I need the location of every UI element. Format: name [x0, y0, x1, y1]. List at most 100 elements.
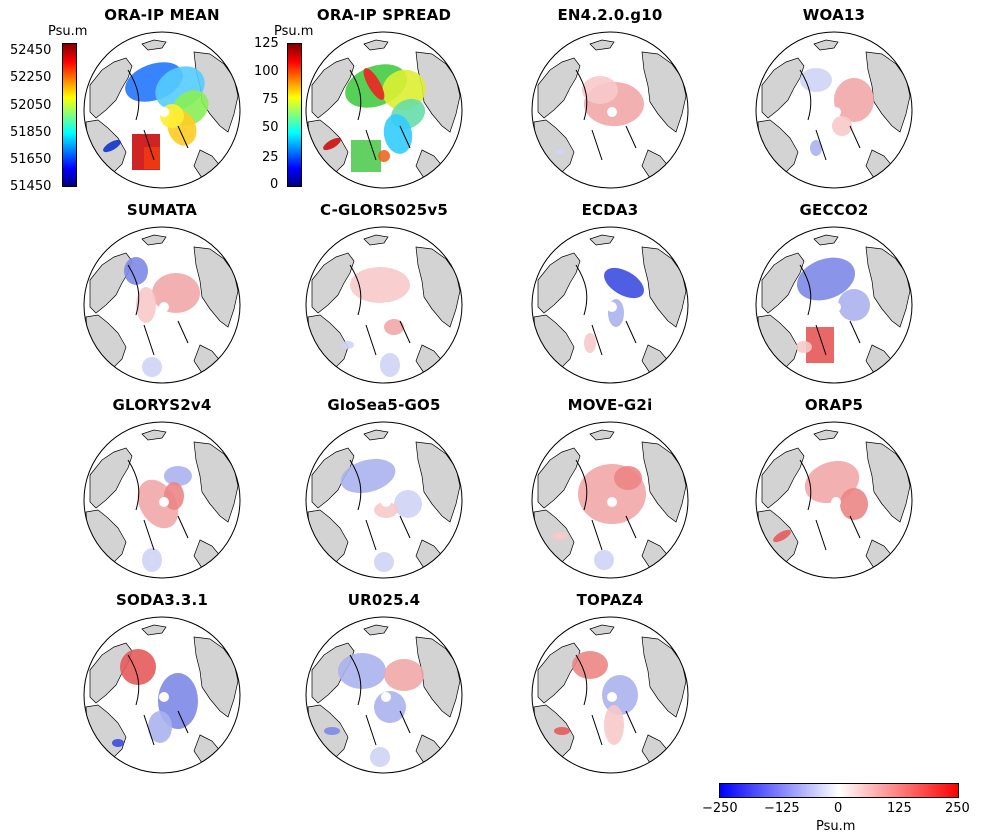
contour-line	[575, 654, 637, 746]
colorbar-mean-tick: 51850	[10, 125, 52, 140]
map-glosea5	[305, 421, 463, 579]
pole	[159, 302, 169, 312]
field-blob	[594, 550, 614, 570]
map-content	[84, 617, 240, 773]
colorbar-shared-tick: 125	[887, 801, 912, 816]
land	[589, 429, 615, 441]
colorbar-shared-tick: 250	[945, 801, 970, 816]
land	[761, 447, 805, 509]
field-blob	[773, 529, 791, 543]
land	[813, 429, 839, 441]
pole	[607, 497, 617, 507]
map-border	[83, 616, 241, 774]
contour-line	[349, 69, 411, 161]
panel-title: ECDA3	[581, 201, 639, 219]
map-border	[305, 421, 463, 579]
panel-title: EN4.2.0.g10	[557, 6, 663, 24]
land	[363, 234, 389, 246]
panel-title: TOPAZ4	[576, 591, 644, 609]
pole	[159, 497, 169, 507]
colorbar-spread-tick: 50	[262, 120, 279, 135]
contour-line	[799, 264, 861, 356]
map-content	[756, 227, 912, 383]
contour-line	[575, 69, 637, 161]
land	[641, 51, 687, 133]
field-blob	[384, 319, 404, 335]
land	[193, 636, 239, 718]
panel-ora-ip-mean: ORA-IP MEAN	[62, 6, 262, 208]
pole	[159, 692, 169, 702]
field-blob	[582, 76, 618, 104]
panel-title: ORAP5	[804, 396, 864, 414]
field-blob	[142, 357, 162, 377]
field-blob	[555, 149, 565, 155]
field-blob	[554, 727, 570, 735]
panel-title: WOA13	[802, 6, 866, 24]
map-woa13	[755, 31, 913, 189]
colorbar-mean-tick: 52450	[10, 43, 52, 58]
pole	[381, 497, 391, 507]
land	[641, 636, 687, 718]
land	[141, 39, 167, 51]
map-content	[84, 422, 240, 578]
map-c-glors	[305, 226, 463, 384]
panel-title: MOVE-G2i	[567, 396, 653, 414]
field-blob	[142, 548, 162, 572]
pole	[607, 302, 617, 312]
field-blob	[370, 747, 390, 767]
field-blob	[604, 705, 624, 745]
land	[311, 57, 355, 119]
panel-gecco2: GECCO2	[734, 201, 934, 403]
map-ecda3	[531, 226, 689, 384]
land	[311, 252, 355, 314]
contour-line	[349, 654, 411, 746]
field-blob	[800, 68, 832, 92]
pole	[831, 107, 841, 117]
pole	[831, 302, 841, 312]
panel-title: UR025.4	[347, 591, 421, 609]
land	[89, 447, 133, 509]
panel-title: GLORYS2v4	[112, 396, 212, 414]
land	[641, 246, 687, 328]
land	[589, 39, 615, 51]
panel-topaz4: TOPAZ4	[510, 591, 710, 793]
pole	[381, 302, 391, 312]
colorbar-mean-tick: 52250	[10, 70, 52, 85]
field-blob	[832, 116, 852, 136]
contour-line	[349, 459, 411, 551]
land	[589, 624, 615, 636]
land	[761, 252, 805, 314]
field-blob	[394, 490, 422, 518]
contour-line	[799, 459, 861, 551]
field-blob	[602, 675, 638, 715]
pole	[159, 107, 169, 117]
colorbar-shared-tick: −250	[702, 801, 738, 816]
map-content	[756, 32, 912, 188]
panel-woa13: WOA13	[734, 6, 934, 208]
map-content	[306, 227, 462, 383]
map-content	[306, 617, 462, 773]
colorbar-shared-gradient	[719, 783, 959, 798]
colorbar-mean-tick: 51650	[10, 152, 52, 167]
colorbar-spread-tick: 75	[262, 92, 279, 107]
pole	[607, 692, 617, 702]
map-ur025	[305, 616, 463, 774]
contour-line	[575, 459, 637, 551]
colorbar-mean-label: Psu.m	[48, 24, 88, 39]
map-soda	[83, 616, 241, 774]
field-blob	[351, 140, 381, 172]
land	[363, 429, 389, 441]
field-blob	[338, 653, 386, 689]
map-border	[305, 616, 463, 774]
panel-soda: SODA3.3.1	[62, 591, 262, 793]
contour-line	[799, 69, 861, 161]
panel-title: ORA-IP MEAN	[104, 6, 220, 24]
map-border	[83, 421, 241, 579]
field-blob	[384, 659, 424, 691]
colorbar-spread-label: Psu.m	[274, 24, 314, 39]
colorbar-spread-tick: 100	[254, 64, 279, 79]
field-blob	[136, 287, 156, 323]
panel-glosea5: GloSea5-GO5	[284, 396, 484, 598]
map-content	[756, 422, 912, 578]
field-blob	[158, 673, 198, 729]
